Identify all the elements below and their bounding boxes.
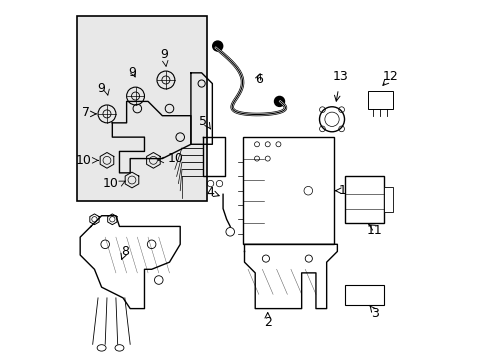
Text: 9: 9 [98,82,105,95]
Text: 2: 2 [263,316,271,329]
Text: 5: 5 [199,114,207,127]
Text: 6: 6 [254,73,262,86]
Ellipse shape [115,345,123,351]
Text: 13: 13 [332,70,348,83]
FancyBboxPatch shape [77,16,206,202]
Bar [242,137,333,244]
Text: 3: 3 [370,307,378,320]
Text: 1: 1 [338,184,346,197]
Bar [344,285,383,305]
Text: 11: 11 [366,224,382,237]
Text: 10: 10 [76,154,91,167]
Circle shape [212,41,222,51]
Text: 9: 9 [160,49,168,62]
Text: 4: 4 [206,186,214,199]
Text: 12: 12 [382,70,398,83]
Circle shape [274,96,284,107]
Text: 8: 8 [121,245,128,258]
Text: 9: 9 [128,66,136,79]
Text: 7: 7 [81,105,89,119]
Bar [367,91,392,109]
Text: 10: 10 [167,152,183,165]
Bar [344,176,383,223]
Ellipse shape [97,345,106,351]
Text: 10: 10 [102,177,119,190]
Bar [383,187,392,212]
